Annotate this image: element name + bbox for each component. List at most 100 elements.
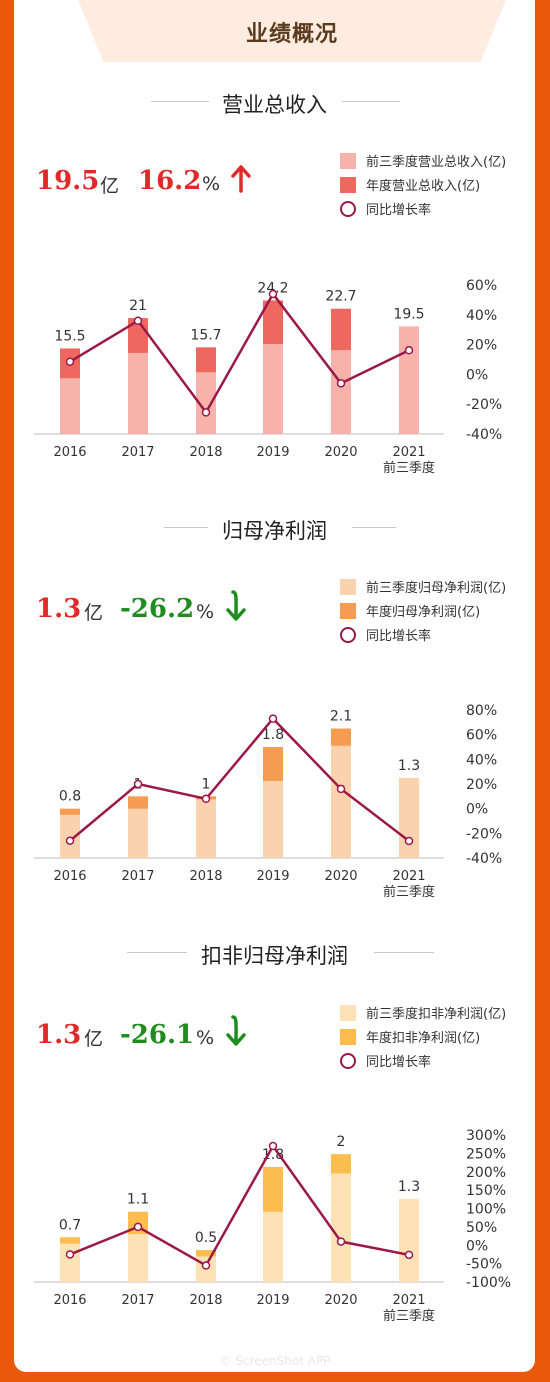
x-tick-label: 2016 (53, 445, 86, 460)
y2-tick-label: 20% (466, 777, 497, 793)
growth-line (69, 716, 410, 842)
y2-tick-label: 40% (466, 752, 497, 768)
y2-tick-label: 100% (466, 1202, 506, 1218)
kpi-unit: 亿 (84, 602, 104, 624)
growth-point (268, 714, 278, 723)
x-tick-label: 2017 (121, 445, 154, 460)
data-label: 0.5 (195, 1230, 217, 1246)
legend-swatch-annual (340, 603, 356, 619)
bar-q3 (399, 1198, 419, 1282)
revenue-chart: 15.5 2016 21 2017 15.7 2018 24.2 2019 22.7 2020 19… (34, 278, 502, 476)
bar-q3 (128, 352, 148, 434)
y2-tick-label: 40% (466, 308, 497, 324)
x-tick-label: 2018 (189, 445, 222, 460)
y2-tick-label: -20% (466, 826, 502, 842)
x-tick-label: 前三季度 (383, 884, 435, 900)
y2-tick-label: 0% (466, 1238, 488, 1254)
kpi-growth-unit: % (196, 601, 215, 623)
growth-point (133, 779, 143, 789)
kpi-growth-unit: % (196, 1027, 215, 1049)
legend-swatch-annual (340, 1029, 356, 1045)
growth-point (404, 1250, 414, 1260)
arrow-down-icon (226, 590, 246, 621)
bar-q3 (60, 814, 80, 858)
title-divider-left (127, 952, 187, 953)
x-tick-label: 2020 (324, 1293, 357, 1308)
x-tick-label: 2019 (256, 1293, 289, 1308)
bar-q3 (399, 326, 419, 434)
legend-swatch-annual (340, 177, 356, 193)
x-tick-label: 2016 (53, 869, 86, 884)
legend-label: 年度营业总收入(亿) (366, 179, 481, 194)
title-divider-right (342, 101, 400, 102)
legend-label: 年度扣非净利润(亿) (366, 1031, 481, 1046)
growth-point (336, 379, 346, 388)
x-tick-label: 2019 (256, 445, 289, 460)
bar-q3 (263, 780, 283, 858)
data-label: 2.1 (330, 709, 352, 725)
kpi-growth: -26.1 (120, 1020, 195, 1050)
data-label: 1.8 (262, 727, 284, 743)
bar-q3 (60, 1243, 80, 1282)
growth-point (65, 1250, 75, 1259)
legend-swatch-q3 (340, 579, 356, 595)
title-divider-right (374, 952, 434, 953)
growth-point (336, 784, 346, 794)
x-tick-label: 2020 (324, 445, 357, 460)
kpi-unit: 亿 (84, 1028, 104, 1050)
data-label: 1.3 (398, 1179, 420, 1195)
title-divider-left (151, 101, 209, 102)
x-tick-label: 2021 (392, 1293, 425, 1308)
y2-tick-label: 60% (466, 728, 497, 744)
data-label: 1.3 (398, 758, 420, 774)
kpi-unit: 亿 (100, 175, 120, 197)
section-title: 扣非归母净利润 (201, 944, 348, 968)
growth-point (201, 794, 211, 804)
title-divider-right (352, 527, 396, 528)
x-tick-label: 2021 (392, 869, 425, 884)
growth-point (65, 836, 75, 845)
page-title: 业绩概况 (245, 22, 338, 47)
bar-q3 (399, 777, 419, 858)
bar-q3 (128, 808, 148, 858)
data-label: 0.8 (59, 789, 81, 805)
title-divider-left (164, 527, 208, 528)
data-label: 19.5 (393, 306, 424, 322)
legend-marker-growth (340, 627, 356, 643)
bar-q3 (196, 372, 216, 434)
bar-q3 (60, 378, 80, 434)
section-title: 营业总收入 (222, 93, 327, 117)
x-tick-label: 2019 (256, 869, 289, 884)
growth-point (404, 346, 414, 355)
growth-point (133, 1222, 143, 1232)
growth-point (404, 836, 414, 846)
growth-line (69, 1143, 410, 1268)
x-tick-label: 2021 (392, 445, 425, 460)
data-label: 1 (202, 776, 211, 792)
kpi-growth: 16.2 (138, 166, 202, 196)
legend-marker-growth (340, 201, 356, 217)
data-label: 15.7 (190, 327, 221, 343)
header-banner: 业绩概况 (78, 0, 506, 62)
legend-label: 前三季度归母净利润(亿) (366, 581, 507, 596)
legend-label: 同比增长率 (366, 629, 432, 644)
bar-q3 (331, 1173, 351, 1282)
y2-tick-label: -40% (466, 851, 502, 867)
y2-tick-label: 250% (466, 1146, 506, 1162)
y2-tick-label: 200% (466, 1165, 506, 1181)
y2-tick-label: 20% (466, 338, 497, 354)
data-label: 1.8 (262, 1147, 284, 1163)
arrow-down-icon (226, 1015, 246, 1046)
y2-tick-label: -20% (466, 397, 502, 413)
growth-point (201, 1261, 211, 1270)
y2-tick-label: 150% (466, 1183, 506, 1199)
bar-q3 (263, 1211, 283, 1282)
y2-tick-label: 300% (466, 1128, 506, 1144)
bar-q3 (331, 745, 351, 858)
net-profit-chart: 0.8201612017120181.820192.120201.32021前三… (34, 703, 502, 900)
bar-q3 (331, 350, 351, 434)
y2-tick-label: -100% (466, 1275, 511, 1291)
x-tick-label: 2016 (53, 1293, 86, 1308)
kpi-value: 19.5 (36, 166, 100, 196)
data-label: 0.7 (59, 1217, 81, 1233)
